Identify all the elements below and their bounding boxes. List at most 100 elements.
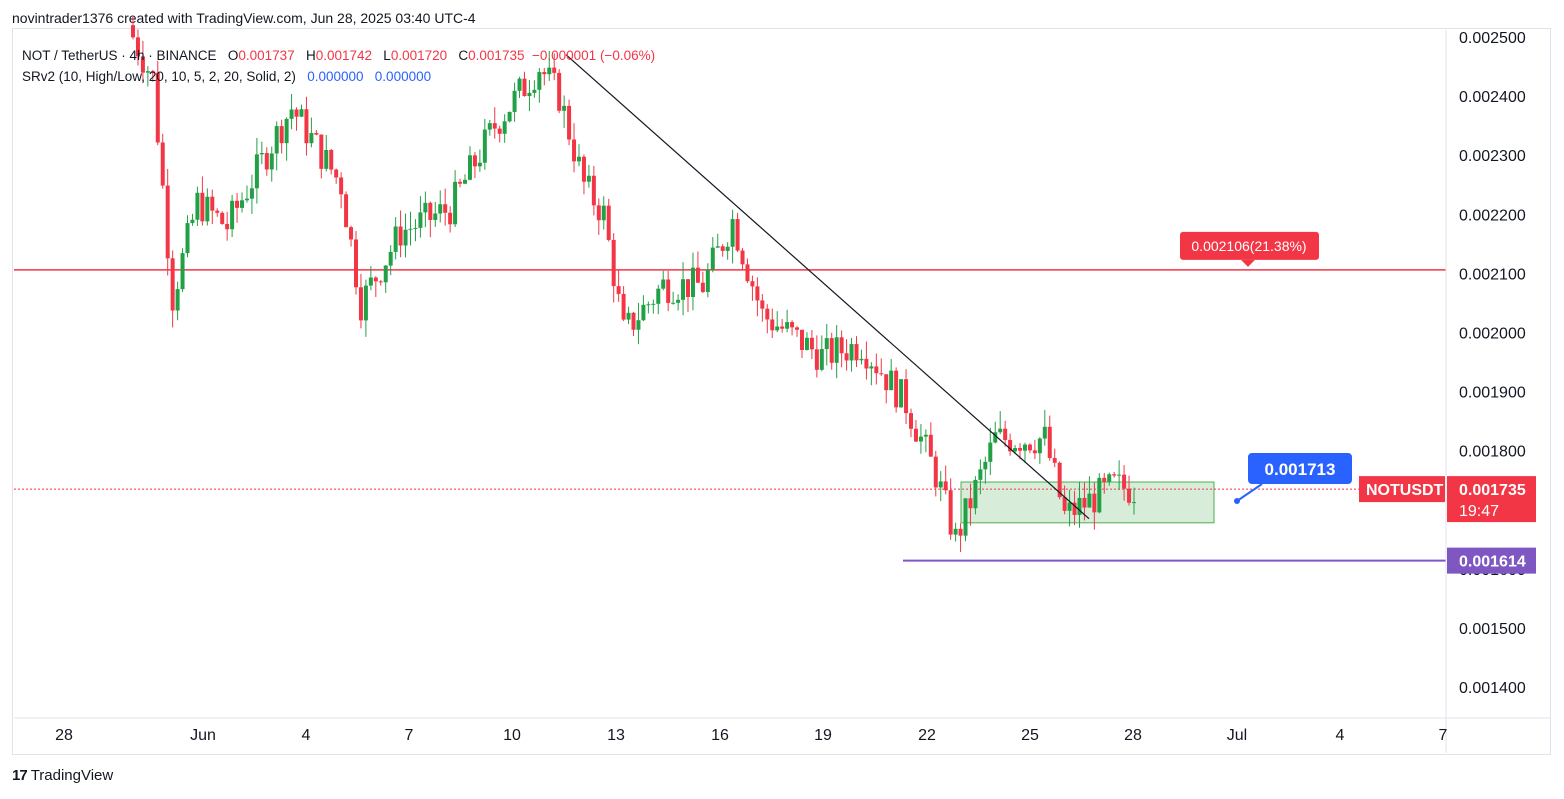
- candle-up: [383, 265, 388, 283]
- candle-down: [1112, 474, 1117, 476]
- candle-up: [983, 461, 988, 470]
- candle-up: [507, 111, 512, 122]
- downtrend-line: [565, 54, 1090, 520]
- candle-up: [785, 322, 790, 329]
- candle-up: [710, 247, 715, 270]
- candle-down: [1027, 444, 1032, 451]
- candle-down: [160, 142, 165, 186]
- candle-down: [373, 277, 378, 282]
- candle-down: [458, 181, 463, 184]
- candle-up: [244, 198, 249, 201]
- candle-up: [824, 338, 829, 350]
- candle-down: [398, 226, 403, 246]
- candle-down: [720, 246, 725, 251]
- candle-down: [279, 126, 284, 144]
- candle-up: [938, 481, 943, 488]
- candle-down: [140, 56, 145, 73]
- open-value: 0.001737: [238, 48, 295, 63]
- candle-down: [1052, 458, 1057, 463]
- resistance-callout[interactable]: 0.002106(21.38%): [1180, 231, 1319, 267]
- candle-up: [477, 162, 482, 167]
- candle-down: [799, 329, 804, 351]
- candle-up: [190, 219, 195, 224]
- candle-up: [626, 312, 631, 320]
- candle-up: [418, 212, 423, 228]
- candle-down: [943, 481, 948, 491]
- candle-up: [656, 288, 661, 304]
- candle-up: [205, 196, 210, 222]
- candle-up: [676, 299, 681, 303]
- support-price-tag: [1447, 547, 1536, 574]
- candle-up: [388, 251, 393, 266]
- candle-down: [131, 25, 135, 38]
- date-tick-label: 10: [503, 727, 521, 744]
- indicator-name[interactable]: SRv2 (10, High/Low, 20, 10, 5, 2, 20, So…: [22, 69, 296, 84]
- high-label: H: [305, 48, 316, 63]
- date-tick-label: 22: [918, 727, 936, 744]
- candle-down: [1062, 497, 1067, 511]
- candle-down: [795, 327, 800, 330]
- candle-down: [968, 498, 973, 509]
- candle-up: [274, 126, 279, 154]
- symbol-tag: [1359, 476, 1445, 503]
- candle-up: [467, 155, 472, 180]
- candle-up: [195, 192, 200, 220]
- candle-up: [230, 200, 235, 230]
- support-price-label: 0.001614: [1459, 554, 1526, 571]
- candle-up: [1087, 493, 1092, 508]
- candle-down: [200, 192, 205, 222]
- candle-up: [978, 469, 983, 480]
- candle-down: [542, 72, 547, 75]
- date-tick-label: 13: [607, 727, 625, 744]
- candle-down: [344, 194, 349, 228]
- candle-up: [1013, 448, 1018, 452]
- candle-up: [324, 149, 329, 169]
- candle-up: [1097, 477, 1102, 513]
- candle-down: [879, 373, 884, 375]
- chart-credit: novintrader1376 created with TradingView…: [12, 10, 476, 26]
- candle-down: [522, 78, 527, 97]
- indicator-value-1: 0.000000: [307, 69, 364, 84]
- candle-up: [1077, 497, 1082, 515]
- candle-up: [537, 72, 542, 90]
- candle-up: [804, 337, 809, 351]
- candle-up: [517, 78, 522, 91]
- date-tick-label: 4: [1336, 727, 1345, 744]
- candle-up: [249, 188, 254, 199]
- candle-up: [368, 277, 373, 286]
- candle-down: [1092, 493, 1097, 513]
- tradingview-logo[interactable]: 17 TradingView: [12, 767, 113, 784]
- candles: [131, 15, 1136, 553]
- candle-down: [339, 177, 344, 195]
- target-callout[interactable]: 0.001713: [1234, 453, 1352, 504]
- resistance-arrow: [1241, 259, 1255, 267]
- date-tick-label: 16: [711, 727, 729, 744]
- candle-down: [884, 374, 889, 391]
- candle-down: [760, 300, 765, 309]
- candle-down: [616, 286, 621, 294]
- change-value: −0.000001 (−0.06%): [532, 48, 656, 63]
- target-dot: [1234, 498, 1240, 504]
- candle-down: [854, 344, 859, 361]
- low-label: L: [383, 48, 391, 63]
- candle-up: [145, 71, 150, 73]
- target-label: 0.001713: [1265, 460, 1336, 479]
- price-tick-label: 0.002100: [1459, 266, 1526, 283]
- candle-down: [750, 281, 755, 287]
- candle-up: [502, 121, 507, 134]
- price-tick-label: 0.001900: [1459, 385, 1526, 402]
- candle-down: [304, 109, 309, 144]
- price-axis[interactable]: 0.002500 0.002400 0.002300 0.002200 0.002100…: [1445, 30, 1526, 753]
- candle-up: [923, 434, 928, 437]
- candle-down: [780, 326, 785, 329]
- time-axis[interactable]: 28 Jun 4 7 10 13 16 19 22 25 28 Jul 4 7: [14, 717, 1551, 744]
- candle-up: [1117, 474, 1122, 476]
- candle-up: [963, 498, 968, 536]
- candle-down: [497, 128, 502, 134]
- candle-up: [651, 303, 656, 305]
- candle-up: [408, 228, 413, 230]
- symbol-title[interactable]: NOT / TetherUS · 4h · BINANCE: [22, 48, 217, 63]
- candle-up: [1042, 426, 1047, 439]
- candle-up: [562, 105, 567, 111]
